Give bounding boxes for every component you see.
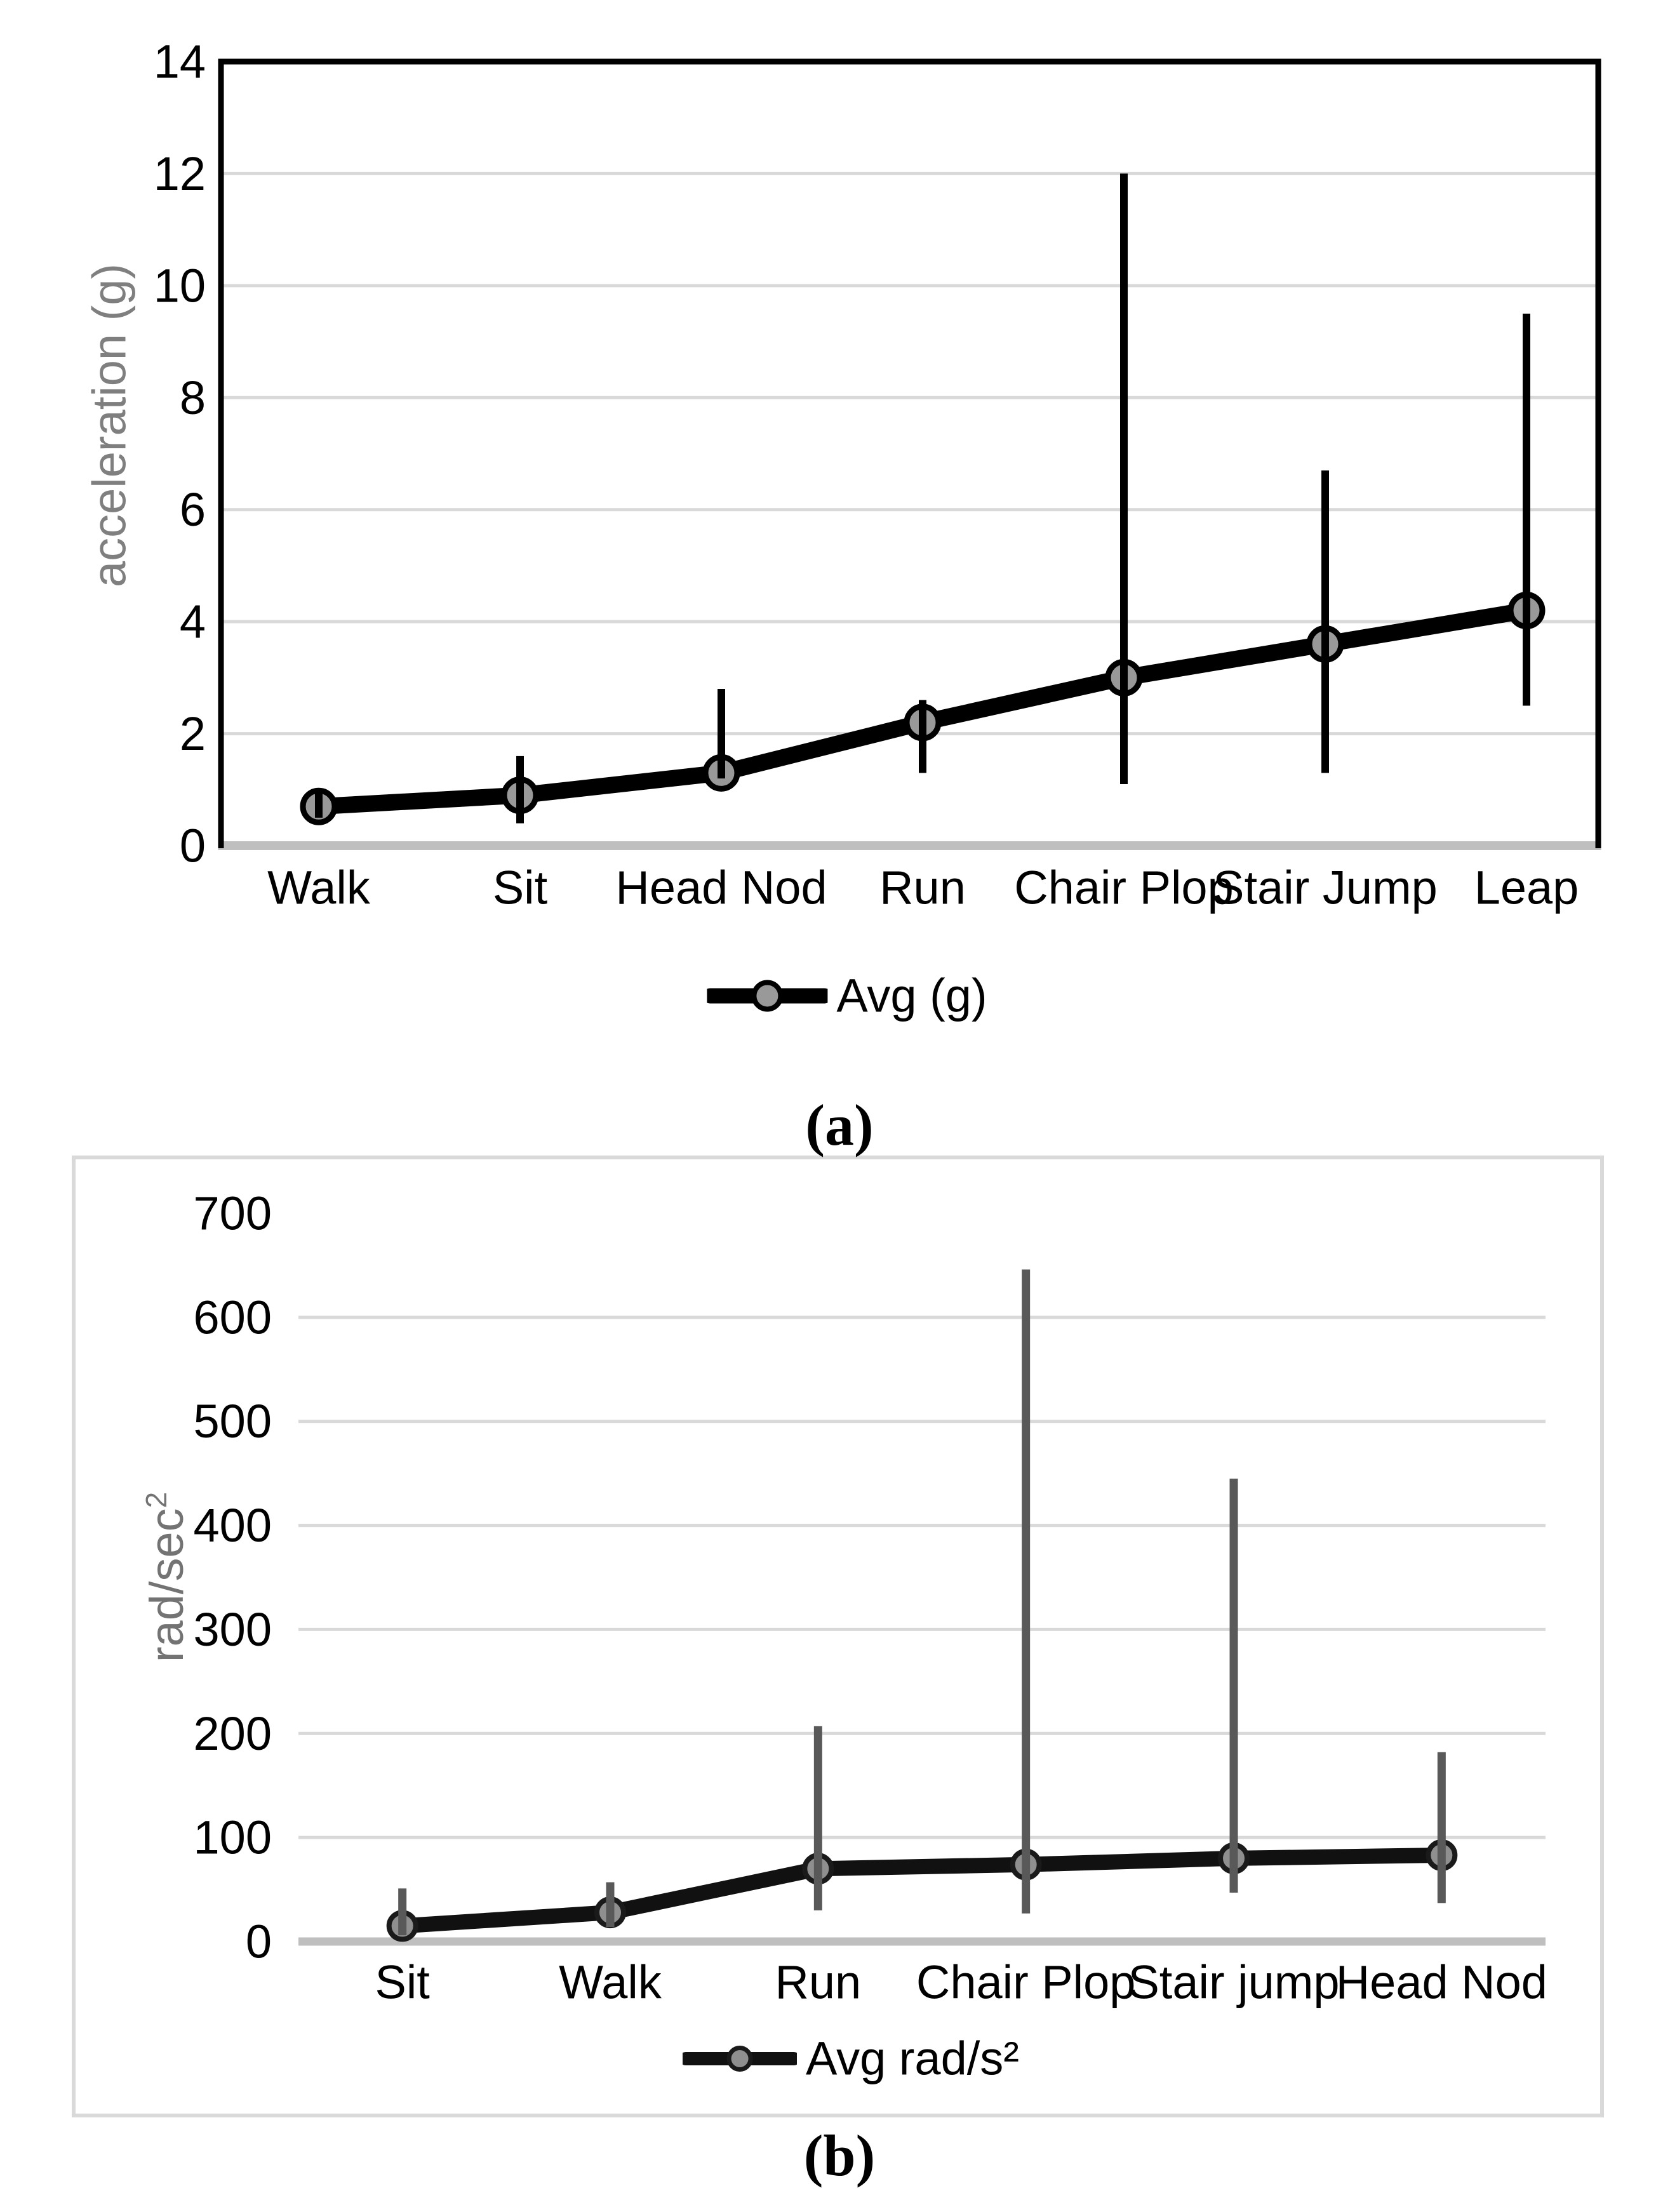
chart-a-legend-label: Avg (g) — [836, 969, 987, 1022]
category-label: Run — [775, 1956, 861, 2009]
y-tick-label: 0 — [180, 820, 206, 872]
category-label: Sit — [493, 862, 548, 914]
plot-border — [218, 58, 1601, 848]
category-label: Stair Jump — [1213, 862, 1438, 914]
chart-b-y-axis-title-text: rad/sec — [140, 1508, 193, 1663]
category-label: Head Nod — [1336, 1956, 1547, 2009]
y-tick-label: 200 — [194, 1707, 272, 1760]
y-tick-label: 600 — [194, 1291, 272, 1343]
y-tick-label: 100 — [194, 1811, 272, 1864]
category-label: Stair jump — [1128, 1956, 1339, 2009]
panel-a-label: (a) — [805, 1093, 874, 1157]
panel-b-label: (b) — [803, 2123, 876, 2188]
category-label: Head Nod — [615, 862, 827, 914]
panel-border — [72, 1156, 1604, 2117]
legend-line-marker-icon — [707, 980, 828, 1011]
category-label: Walk — [559, 1956, 662, 2009]
y-tick-label: 4 — [180, 596, 206, 648]
y-tick-label: 2 — [180, 707, 206, 760]
category-label: Leap — [1474, 862, 1579, 914]
y-tick-label: 12 — [154, 147, 206, 200]
y-tick-label: 400 — [194, 1499, 272, 1552]
chart-a-y-axis-title: acceleration (g) — [83, 263, 136, 588]
chart-a-legend: Avg (g) — [707, 969, 987, 1023]
category-label: Chair Plop — [1014, 862, 1234, 914]
y-tick-label: 6 — [180, 483, 206, 536]
series-line — [401, 1847, 1442, 1934]
y-tick-label: 14 — [154, 36, 206, 88]
category-label: Sit — [375, 1956, 430, 2009]
chart-b-legend-label: Avg rad/s² — [806, 2032, 1019, 2085]
y-tick-label: 10 — [154, 259, 206, 312]
category-label: Chair Plop — [916, 1956, 1136, 2009]
y-tick-label: 700 — [194, 1187, 272, 1240]
y-tick-label: 0 — [246, 1916, 272, 1968]
y-tick-label: 8 — [180, 371, 206, 424]
chart-b-y-axis-title-sup: 2 — [140, 1491, 173, 1509]
category-label: Run — [879, 862, 966, 914]
y-tick-label: 300 — [194, 1603, 272, 1656]
category-label: Walk — [267, 862, 371, 914]
legend-line-marker-icon — [683, 2045, 798, 2072]
chart-b-y-axis-title: rad/sec2 — [139, 1492, 194, 1662]
chart-b-legend: Avg rad/s² — [683, 2032, 1019, 2086]
y-tick-label: 500 — [194, 1395, 272, 1448]
